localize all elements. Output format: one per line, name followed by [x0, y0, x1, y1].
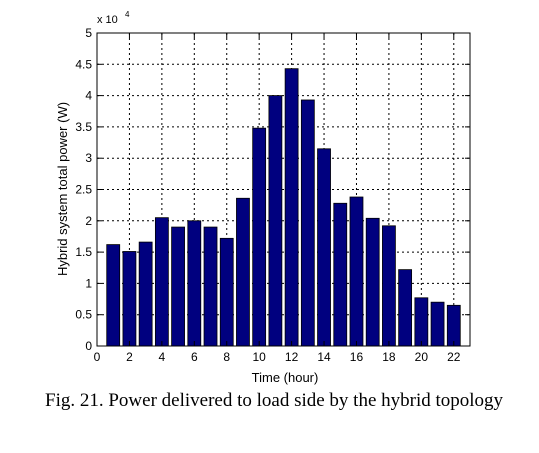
y-tick-label: 3.5: [75, 120, 92, 134]
y-tick-label: 0.5: [75, 308, 92, 322]
axis-ticks: [96, 32, 470, 347]
bar: [333, 202, 348, 347]
y-tick-label: 2.5: [75, 183, 92, 197]
bar: [106, 244, 121, 347]
bar: [430, 301, 445, 347]
y-tick-label: 3: [85, 151, 92, 165]
x-tick-label: 2: [126, 350, 133, 364]
y-tick-label: 4: [85, 89, 92, 103]
bar: [203, 226, 218, 347]
bar: [219, 237, 234, 347]
x-tick-label: 6: [191, 350, 198, 364]
bar: [236, 197, 250, 347]
bar-series: [106, 68, 461, 347]
bar: [252, 127, 267, 347]
x-tick-label: 14: [317, 350, 331, 364]
y-tick-label: 5: [85, 26, 92, 40]
bar: [122, 251, 137, 347]
y-tick-label: 1.5: [75, 245, 92, 259]
bar: [382, 225, 396, 347]
y-tick-label: 1: [85, 276, 92, 290]
y-tick-label: 0: [85, 339, 92, 353]
bar: [171, 226, 185, 347]
y-tick-label: 2: [85, 214, 92, 228]
y-axis-label: Hybrid system total power (W): [55, 102, 70, 276]
y-tick-labels: 0 0.5 1 1.5 2 2.5 3 3.5 4 4.5 5: [75, 26, 92, 353]
x-tick-label: 16: [350, 350, 364, 364]
bar: [349, 196, 364, 347]
x-tick-label: 20: [415, 350, 429, 364]
x-tick-label: 4: [159, 350, 166, 364]
bar: [187, 220, 202, 347]
bar: [300, 99, 315, 347]
grid-lines: [97, 33, 470, 346]
x-tick-label: 22: [447, 350, 461, 364]
bar: [398, 269, 413, 347]
bar: [138, 241, 153, 347]
bar: [268, 95, 283, 347]
x-axis-label: Time (hour): [252, 370, 319, 385]
bar: [154, 217, 169, 347]
bar: [446, 304, 461, 347]
bar: [284, 68, 299, 347]
y-tick-label: 4.5: [75, 57, 92, 71]
bar: [365, 217, 380, 347]
x-tick-label: 18: [382, 350, 396, 364]
x-tick-label: 8: [223, 350, 230, 364]
x-tick-label: 10: [252, 350, 266, 364]
x-tick-labels: 0 2 4 6 8 10 12 14 16 18 20 22: [94, 350, 461, 364]
bar: [317, 148, 331, 347]
y-multiplier-base: x 10: [97, 14, 118, 26]
x-tick-label: 0: [94, 350, 101, 364]
y-multiplier-exponent: 4: [125, 10, 130, 19]
bar: [414, 297, 429, 347]
x-tick-label: 12: [285, 350, 299, 364]
figure-caption: Fig. 21. Power delivered to load side by…: [45, 390, 504, 411]
